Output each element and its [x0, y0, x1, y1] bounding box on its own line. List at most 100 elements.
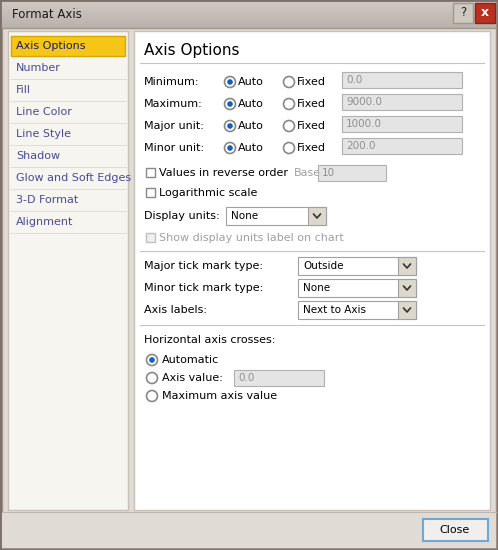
Bar — [308, 207, 326, 225]
Circle shape — [283, 98, 294, 109]
Bar — [2, 3, 496, 4]
Bar — [146, 168, 155, 177]
Text: Base:: Base: — [294, 168, 325, 178]
Text: Logarithmic scale: Logarithmic scale — [159, 188, 257, 198]
Bar — [2, 2, 496, 28]
Bar — [398, 301, 416, 319]
Text: 0.0: 0.0 — [238, 373, 254, 383]
Bar — [2, 15, 496, 16]
Text: Axis value:: Axis value: — [162, 373, 223, 383]
Text: Fixed: Fixed — [297, 121, 326, 131]
Text: Maximum:: Maximum: — [144, 99, 203, 109]
Circle shape — [149, 357, 155, 363]
Bar — [2, 5, 496, 6]
Bar — [2, 10, 496, 11]
Bar — [2, 16, 496, 17]
Text: Axis Options: Axis Options — [144, 42, 240, 58]
Text: Display units:: Display units: — [144, 211, 220, 221]
Bar — [2, 6, 496, 7]
Text: Line Color: Line Color — [16, 107, 72, 117]
Text: Minimum:: Minimum: — [144, 77, 200, 87]
Bar — [2, 8, 496, 9]
Bar — [2, 27, 496, 28]
Circle shape — [227, 145, 233, 151]
Bar — [2, 22, 496, 23]
Bar — [342, 94, 462, 110]
Bar — [2, 18, 496, 19]
Bar — [342, 116, 462, 132]
Text: Minor tick mark type:: Minor tick mark type: — [144, 283, 263, 293]
Circle shape — [227, 79, 233, 85]
Text: Axis labels:: Axis labels: — [144, 305, 207, 315]
Text: 3-D Format: 3-D Format — [16, 195, 78, 205]
Bar — [2, 512, 496, 548]
Circle shape — [225, 120, 236, 131]
Text: Shadow: Shadow — [16, 151, 60, 161]
Text: Outside: Outside — [303, 261, 344, 271]
Text: Auto: Auto — [238, 77, 264, 87]
Text: Axis Options: Axis Options — [16, 41, 86, 51]
Bar — [423, 519, 488, 541]
Circle shape — [227, 123, 233, 129]
Text: Number: Number — [16, 63, 61, 73]
Text: Auto: Auto — [238, 121, 264, 131]
Text: 10: 10 — [322, 168, 335, 178]
Text: None: None — [231, 211, 258, 221]
Bar — [298, 301, 416, 319]
Text: Format Axis: Format Axis — [12, 8, 82, 21]
Bar — [234, 370, 324, 386]
Bar — [2, 24, 496, 25]
Circle shape — [225, 98, 236, 109]
Bar — [398, 257, 416, 275]
Bar — [342, 138, 462, 154]
Bar — [8, 31, 128, 510]
Text: Minor unit:: Minor unit: — [144, 143, 204, 153]
Bar — [398, 279, 416, 297]
Text: None: None — [303, 283, 330, 293]
Text: Line Style: Line Style — [16, 129, 71, 139]
Text: Glow and Soft Edges: Glow and Soft Edges — [16, 173, 131, 183]
Bar — [2, 11, 496, 12]
Text: Maximum axis value: Maximum axis value — [162, 391, 277, 401]
Text: Major unit:: Major unit: — [144, 121, 204, 131]
Bar — [2, 9, 496, 10]
Text: Major tick mark type:: Major tick mark type: — [144, 261, 263, 271]
Bar — [2, 7, 496, 8]
Circle shape — [146, 390, 157, 402]
Bar — [226, 207, 326, 225]
Bar — [2, 26, 496, 27]
Text: Automatic: Automatic — [162, 355, 219, 365]
Text: Fixed: Fixed — [297, 143, 326, 153]
Circle shape — [146, 372, 157, 383]
Bar — [342, 72, 462, 88]
Bar — [318, 165, 386, 181]
Circle shape — [283, 142, 294, 153]
Bar — [475, 3, 495, 23]
Text: x: x — [481, 7, 489, 19]
Text: 1000.0: 1000.0 — [346, 119, 382, 129]
Bar — [453, 3, 473, 23]
Text: Next to Axis: Next to Axis — [303, 305, 366, 315]
Text: Horizontal axis crosses:: Horizontal axis crosses: — [144, 335, 275, 345]
Bar — [298, 279, 416, 297]
Text: Auto: Auto — [238, 143, 264, 153]
Circle shape — [225, 76, 236, 87]
Bar — [298, 257, 416, 275]
Text: Auto: Auto — [238, 99, 264, 109]
Bar — [2, 2, 496, 3]
Bar — [146, 233, 155, 242]
Bar — [2, 13, 496, 14]
Text: Close: Close — [440, 525, 470, 535]
Bar — [11, 36, 125, 56]
Bar — [2, 25, 496, 26]
Text: Values in reverse order: Values in reverse order — [159, 168, 288, 178]
Bar — [2, 23, 496, 24]
Bar — [2, 12, 496, 13]
Bar — [2, 4, 496, 5]
Text: ?: ? — [460, 7, 466, 19]
Text: Show display units label on chart: Show display units label on chart — [159, 233, 344, 243]
Circle shape — [227, 101, 233, 107]
Bar — [134, 31, 490, 510]
Text: Fill: Fill — [16, 85, 31, 95]
Bar — [2, 17, 496, 18]
